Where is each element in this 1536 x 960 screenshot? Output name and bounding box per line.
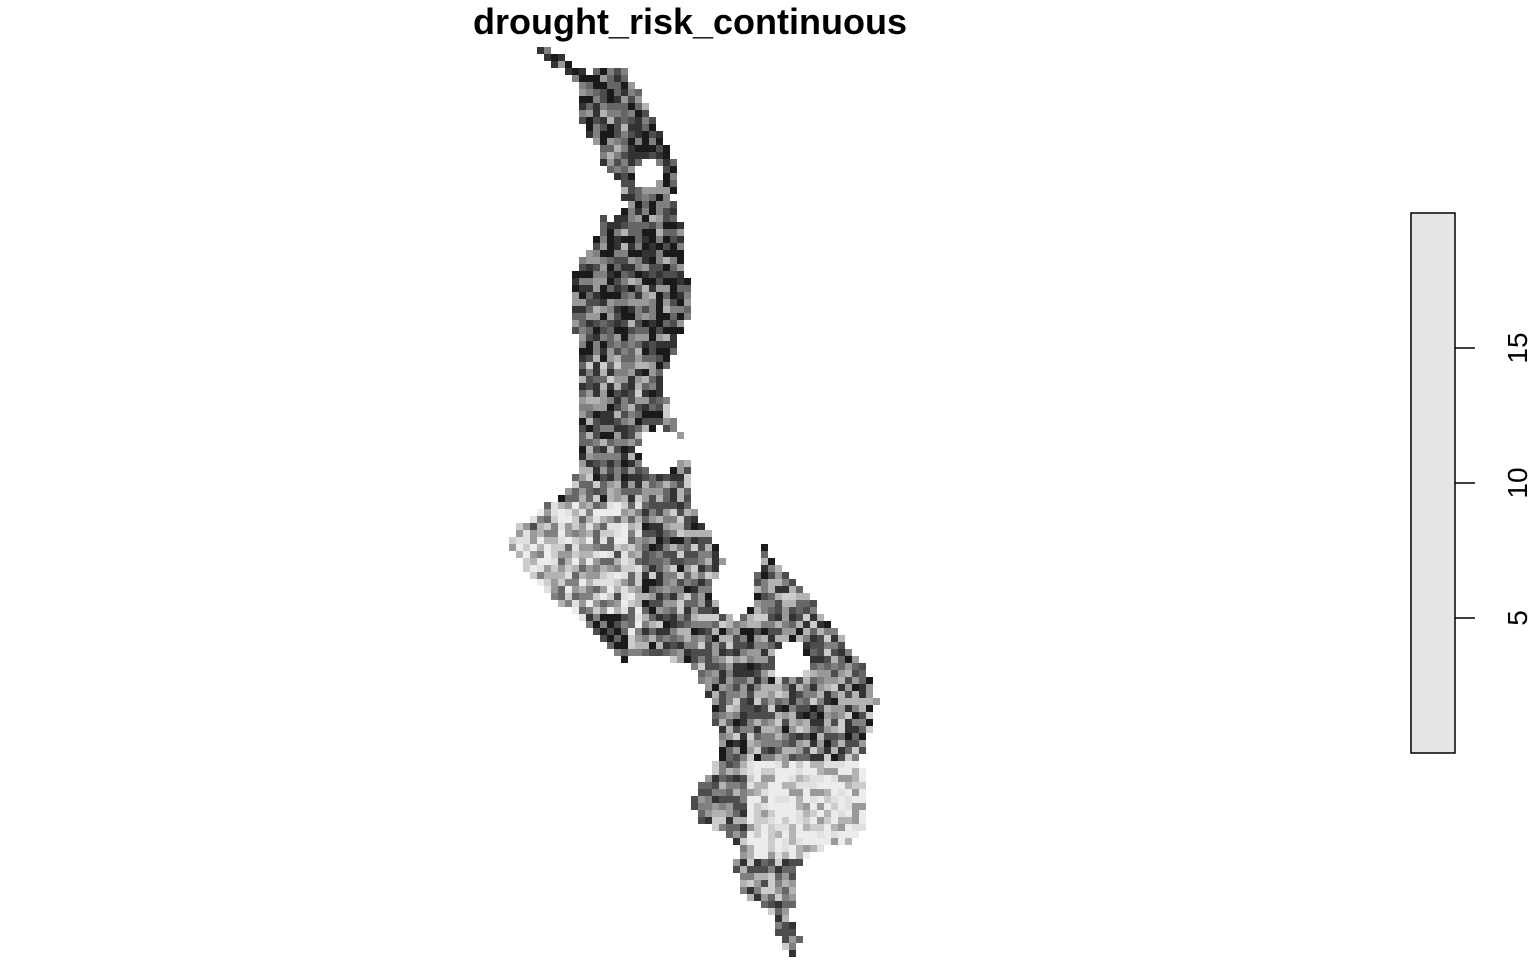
legend-tick-label: 5 <box>1502 610 1533 626</box>
legend-tick-label: 15 <box>1502 332 1533 363</box>
raster-cells <box>509 47 880 957</box>
legend-ticks: 5 10 15 <box>1455 332 1533 626</box>
map-title: drought_risk_continuous <box>472 1 908 42</box>
legend-tick-label: 10 <box>1502 467 1533 498</box>
legend-bar <box>1410 212 1456 754</box>
